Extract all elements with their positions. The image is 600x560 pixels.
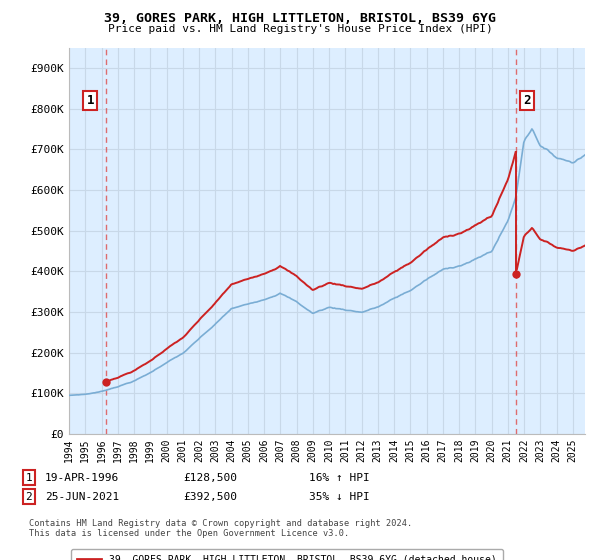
Text: £128,500: £128,500 xyxy=(183,473,237,483)
Text: Price paid vs. HM Land Registry's House Price Index (HPI): Price paid vs. HM Land Registry's House … xyxy=(107,24,493,34)
Text: 39, GORES PARK, HIGH LITTLETON, BRISTOL, BS39 6YG: 39, GORES PARK, HIGH LITTLETON, BRISTOL,… xyxy=(104,12,496,25)
Text: 19-APR-1996: 19-APR-1996 xyxy=(45,473,119,483)
Legend: 39, GORES PARK, HIGH LITTLETON, BRISTOL, BS39 6YG (detached house), HPI: Average: 39, GORES PARK, HIGH LITTLETON, BRISTOL,… xyxy=(71,549,503,560)
Text: £392,500: £392,500 xyxy=(183,492,237,502)
Text: 1: 1 xyxy=(25,473,32,483)
Text: Contains HM Land Registry data © Crown copyright and database right 2024.: Contains HM Land Registry data © Crown c… xyxy=(29,519,412,528)
Text: 2: 2 xyxy=(524,94,531,107)
Text: 2: 2 xyxy=(25,492,32,502)
Text: 25-JUN-2021: 25-JUN-2021 xyxy=(45,492,119,502)
Text: 1: 1 xyxy=(86,94,94,107)
Text: This data is licensed under the Open Government Licence v3.0.: This data is licensed under the Open Gov… xyxy=(29,529,349,538)
Text: 16% ↑ HPI: 16% ↑ HPI xyxy=(309,473,370,483)
Text: 35% ↓ HPI: 35% ↓ HPI xyxy=(309,492,370,502)
